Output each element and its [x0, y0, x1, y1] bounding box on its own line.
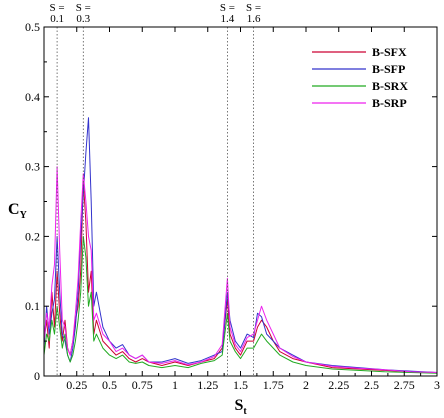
reference-line-label-value: 0.1 — [50, 13, 64, 25]
x-tick-label: 2.25 — [328, 378, 349, 392]
x-tick-label: 2.5 — [364, 378, 379, 392]
reference-line-label-value: 0.3 — [76, 13, 90, 25]
series-layer — [44, 117, 437, 374]
legend-label-b-sfp: B-SFP — [372, 62, 405, 76]
x-tick-label: 1.25 — [197, 378, 218, 392]
y-tick-label: 0.5 — [25, 20, 40, 34]
reference-line-label-top: S = — [76, 2, 91, 14]
series-line-b-srp — [44, 166, 437, 373]
x-tick-label: 1 — [172, 378, 178, 392]
reference-line-label-top: S = — [220, 2, 235, 14]
x-tick-label: 0.25 — [66, 378, 87, 392]
x-tick-label: 1.75 — [263, 378, 284, 392]
reference-line-label-top: S = — [50, 2, 65, 14]
x-tick-label: 3 — [434, 378, 440, 392]
y-axis-title-main: C — [8, 201, 20, 218]
y-axis-title-sub: Y — [20, 210, 28, 221]
x-axis-title-main: S — [235, 397, 244, 414]
x-axis-ticks: 0.25 0.5 0.75 1 1.25 1.5 1.75 2 2.25 2.5 2.75 3 — [59, 27, 440, 392]
reference-lines: S =0.1S =0.3S =1.4S =1.6 — [50, 2, 261, 376]
x-axis-title: St — [235, 397, 248, 417]
reference-line-label-value: 1.4 — [221, 13, 235, 25]
legend: B-SFX B-SFP B-SRX B-SRP — [312, 45, 408, 110]
x-tick-label: 0.5 — [102, 378, 117, 392]
y-tick-label: 0 — [34, 369, 40, 383]
legend-label-b-sfx: B-SFX — [372, 45, 407, 59]
reference-line-label-value: 1.6 — [247, 13, 261, 25]
y-tick-label: 0.4 — [25, 90, 40, 104]
legend-label-b-srp: B-SRP — [372, 96, 407, 110]
x-axis-title-sub: t — [243, 406, 247, 417]
y-tick-label: 0.1 — [25, 299, 40, 313]
y-tick-label: 0.3 — [25, 160, 40, 174]
series-line-b-sfx — [44, 180, 437, 373]
x-tick-label: 0.75 — [132, 378, 153, 392]
x-tick-label: 2.75 — [394, 378, 415, 392]
y-axis-title: CY — [8, 201, 28, 221]
legend-label-b-srx: B-SRX — [372, 79, 408, 93]
reference-line-label-top: S = — [246, 2, 261, 14]
x-tick-label: 2 — [303, 378, 309, 392]
x-tick-label: 1.5 — [233, 378, 248, 392]
y-axis-ticks: 0 0.1 0.2 0.3 0.4 0.5 — [25, 20, 437, 383]
series-line-b-srx — [44, 235, 437, 374]
y-tick-label: 0.2 — [25, 229, 40, 243]
